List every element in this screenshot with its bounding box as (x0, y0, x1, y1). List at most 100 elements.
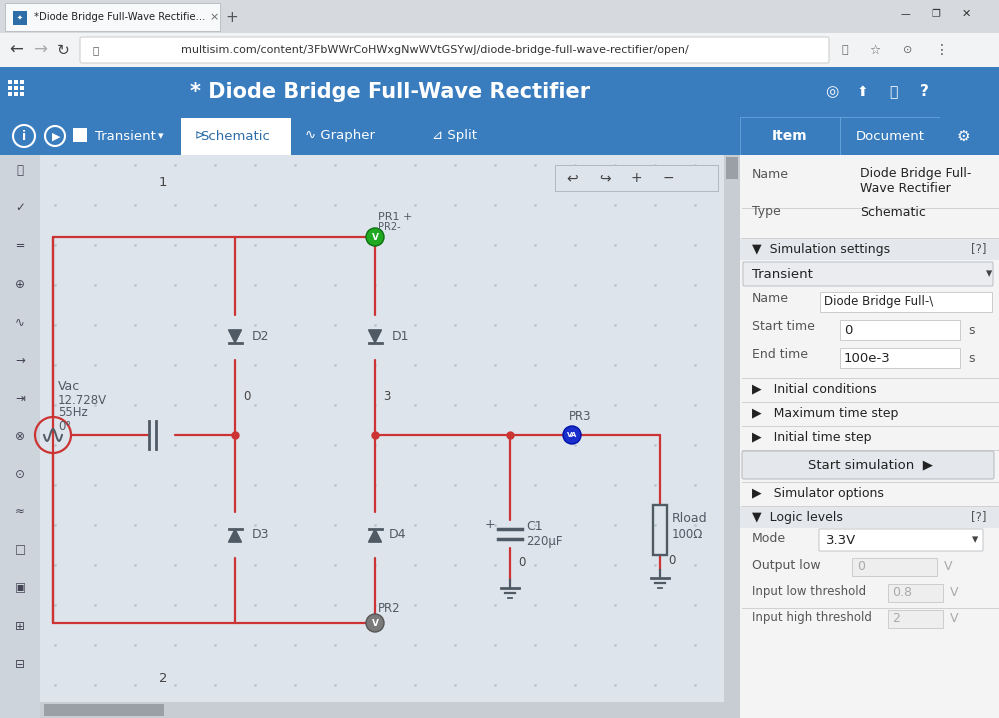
Text: Name: Name (752, 167, 789, 180)
Text: Item: Item (772, 129, 808, 143)
Bar (724, 155, 740, 718)
Bar (740, 506, 999, 528)
Bar (14, 86, 18, 90)
Bar (840, 117, 940, 155)
Text: Schematic: Schematic (860, 205, 926, 218)
Text: D2: D2 (252, 330, 270, 343)
Bar (20, 80, 24, 84)
Text: +: + (630, 171, 641, 185)
Text: Start simulation  ▶: Start simulation ▶ (807, 459, 932, 472)
Text: Transient: Transient (95, 129, 156, 142)
Bar (888, 610, 943, 628)
Text: ▾: ▾ (158, 131, 164, 141)
Text: +: + (226, 9, 239, 24)
Text: ∿ Grapher: ∿ Grapher (305, 129, 375, 142)
Text: PR1 +: PR1 + (378, 212, 413, 222)
Polygon shape (369, 330, 382, 343)
Text: ⊞: ⊞ (15, 620, 25, 633)
Text: ▣: ▣ (14, 582, 26, 595)
Text: Wave Rectifier: Wave Rectifier (860, 182, 951, 195)
Bar (8, 80, 12, 84)
Text: Diode Bridge Full-: Diode Bridge Full- (860, 167, 971, 180)
Text: 🔒: 🔒 (93, 45, 99, 55)
Text: i: i (22, 129, 26, 142)
Text: V: V (372, 233, 379, 241)
Text: 55Hz: 55Hz (58, 406, 88, 419)
Text: ✦: ✦ (17, 14, 23, 21)
Text: VA: VA (566, 432, 577, 438)
Text: ←: ← (9, 41, 23, 59)
Bar (940, 117, 999, 155)
Text: D1: D1 (392, 330, 410, 343)
Text: 0: 0 (518, 556, 525, 569)
Text: ❐: ❐ (932, 9, 940, 19)
Bar (0, 155, 40, 718)
Bar (44, 704, 164, 716)
Text: Vac: Vac (58, 381, 80, 393)
Bar (181, 118, 291, 155)
Text: 3: 3 (383, 389, 391, 403)
Bar (820, 292, 992, 312)
Text: 0: 0 (844, 324, 852, 337)
Text: 1: 1 (159, 175, 167, 189)
Text: ▶: ▶ (52, 131, 60, 141)
Text: 0: 0 (857, 561, 865, 574)
Bar (13, 11, 27, 25)
Text: ∿: ∿ (15, 315, 25, 329)
Text: ◎: ◎ (825, 85, 838, 100)
Text: V: V (944, 561, 952, 574)
Text: ▶   Initial time step: ▶ Initial time step (752, 431, 871, 444)
Text: 0: 0 (668, 554, 675, 567)
Text: □: □ (14, 544, 26, 556)
Text: →: → (33, 41, 47, 59)
FancyBboxPatch shape (743, 262, 993, 286)
FancyBboxPatch shape (819, 529, 983, 551)
Text: Mode: Mode (752, 531, 786, 544)
Polygon shape (229, 529, 242, 542)
Text: V: V (950, 587, 958, 600)
Text: 12.728V: 12.728V (58, 393, 107, 406)
Text: s: s (968, 352, 974, 365)
Text: D4: D4 (389, 528, 407, 541)
Text: →: → (15, 353, 25, 366)
Text: ⊳: ⊳ (195, 129, 205, 142)
Text: Rload: Rload (672, 511, 707, 525)
Text: 220μF: 220μF (526, 536, 562, 549)
Text: 3.3V: 3.3V (826, 533, 856, 546)
Bar (20, 86, 24, 90)
Bar (0, 33, 999, 67)
Bar (73, 128, 87, 142)
Text: Diode Bridge Full-\: Diode Bridge Full-\ (824, 296, 933, 309)
Text: multisim.com/content/3FbWWrCoHWxgNwWVtGSYwJ/diode-bridge-full-wave-rectifier/ope: multisim.com/content/3FbWWrCoHWxgNwWVtGS… (181, 45, 689, 55)
Bar (5, 3, 220, 31)
Bar (8, 86, 12, 90)
Bar (14, 92, 18, 96)
Text: 100Ω: 100Ω (672, 528, 703, 541)
Text: Start time: Start time (752, 320, 815, 332)
Text: ▶   Maximum time step: ▶ Maximum time step (752, 406, 898, 419)
Text: ✕: ✕ (961, 9, 971, 19)
Bar (8, 92, 12, 96)
Bar (653, 505, 667, 555)
Text: ⊙: ⊙ (903, 45, 913, 55)
Text: +: + (485, 518, 496, 531)
Bar (0, 117, 740, 155)
Text: 0: 0 (243, 389, 251, 403)
Text: ⬆: ⬆ (856, 85, 868, 99)
Text: C1: C1 (526, 520, 542, 533)
Bar (40, 155, 724, 718)
Text: ↩: ↩ (566, 171, 577, 185)
Text: 100e-3: 100e-3 (844, 352, 891, 365)
Text: ⊕: ⊕ (15, 277, 25, 291)
FancyBboxPatch shape (80, 37, 829, 63)
Text: ▶   Simulator options: ▶ Simulator options (752, 487, 884, 500)
Text: V: V (372, 618, 379, 628)
Bar (740, 155, 999, 718)
Polygon shape (229, 330, 242, 343)
Text: 0°: 0° (58, 419, 71, 432)
Text: ↻: ↻ (57, 42, 69, 57)
Text: ↪: ↪ (599, 171, 610, 185)
Text: Input low threshold: Input low threshold (752, 585, 866, 599)
Text: [?]: [?] (971, 243, 987, 256)
Text: [?]: [?] (971, 510, 987, 523)
